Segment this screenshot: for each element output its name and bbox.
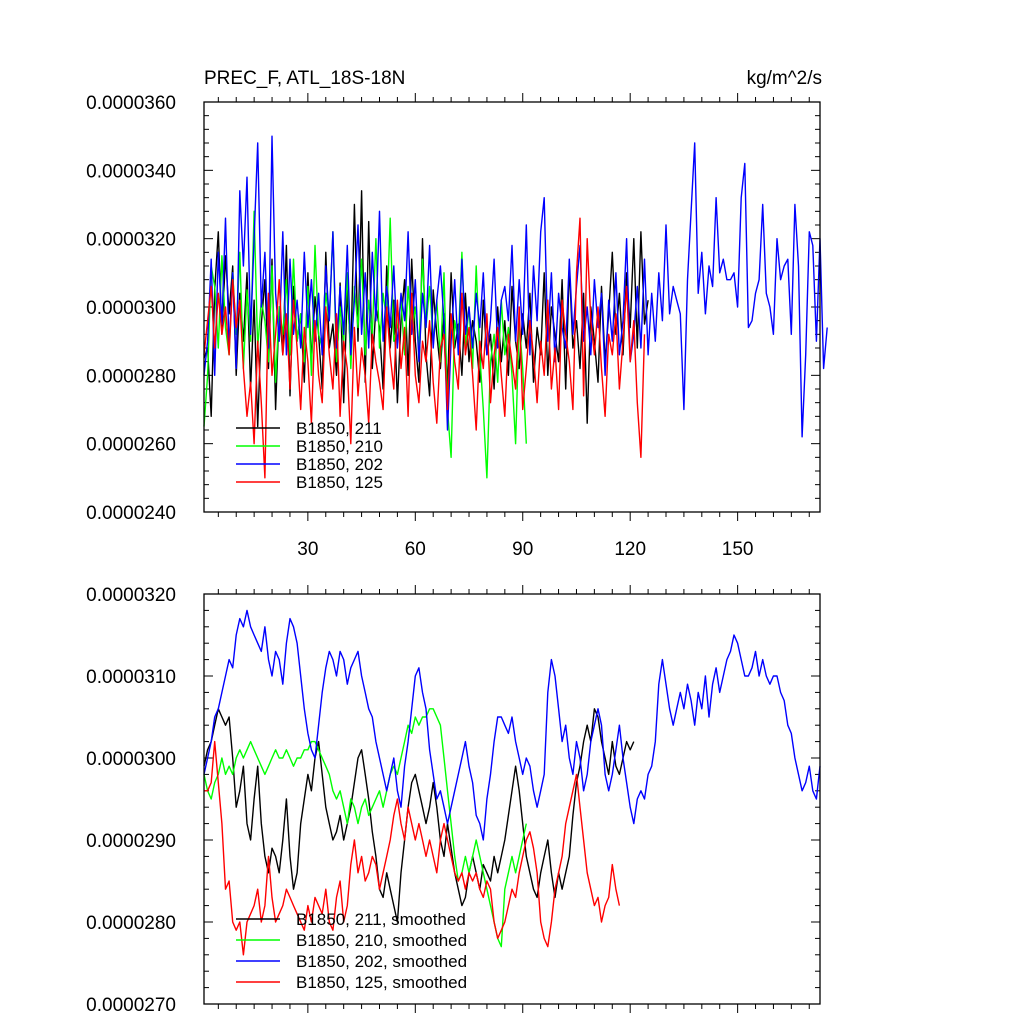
bottom-series-line-4 <box>204 740 621 956</box>
bottom-plot-frame <box>203 593 821 1005</box>
bottom-y-tick-label: 0.0000270 <box>86 995 176 1016</box>
top-x-tick-label: 90 <box>512 539 533 560</box>
bottom-y-tick-label: 0.0000320 <box>86 585 176 606</box>
top-y-tick-label: 0.0000320 <box>86 230 176 251</box>
top-legend-label-4: B1850, 125 <box>296 473 383 492</box>
bottom-series-line-3 <box>203 609 821 841</box>
top-title-left: PREC_F, ATL_18S-18N <box>204 68 405 89</box>
bottom-legend: B1850, 211, smoothed B1850, 210, smoothed… <box>236 910 467 992</box>
top-panel: PREC_F, ATL_18S-18N kg/m^2/s 0.00002400.… <box>86 68 828 560</box>
bottom-y-tick-label: 0.0000290 <box>86 831 176 852</box>
bottom-panel: 0.0000270 0.0000280 0.0000290 0.0000300 0.00… <box>86 585 821 1016</box>
top-y-tick-label: 0.0000240 <box>86 503 176 524</box>
top-y-tick-label: 0.0000360 <box>86 93 176 114</box>
top-x-tick-label: 30 <box>297 539 318 560</box>
top-y-tick-label: 0.0000260 <box>86 435 176 456</box>
bottom-series-line-1 <box>203 708 635 923</box>
top-y-tick-label: 0.0000280 <box>86 366 176 387</box>
top-series-group <box>203 135 828 479</box>
bottom-legend-label-3: B1850, 202, smoothed <box>296 952 467 971</box>
top-series-line-4 <box>203 217 646 479</box>
top-legend-label-3: B1850, 202 <box>296 455 383 474</box>
top-legend-label-1: B1850, 211 <box>296 419 382 438</box>
bottom-y-tick-label: 0.0000280 <box>86 913 176 934</box>
bottom-legend-label-4: B1850, 125, smoothed <box>296 973 467 992</box>
top-ticks: 0.0000240 0.0000260 0.0000280 0.0000300 0.00… <box>86 93 820 560</box>
bottom-series-group <box>203 609 821 956</box>
top-x-tick-label: 150 <box>722 539 754 560</box>
top-x-tick-label: 120 <box>614 539 646 560</box>
bottom-legend-label-2: B1850, 210, smoothed <box>296 931 467 950</box>
top-plot-frame <box>203 101 821 513</box>
top-y-tick-label: 0.0000300 <box>86 298 176 319</box>
top-y-tick-label: 0.0000340 <box>86 161 176 182</box>
top-legend-label-2: B1850, 210 <box>296 437 383 456</box>
bottom-series-line-2 <box>203 708 527 948</box>
top-title-right: kg/m^2/s <box>747 68 822 89</box>
top-series-line-3 <box>203 135 828 438</box>
bottom-y-tick-label: 0.0000300 <box>86 749 176 770</box>
bottom-y-tick-label: 0.0000310 <box>86 667 176 688</box>
top-x-tick-label: 60 <box>405 539 426 560</box>
bottom-legend-label-1: B1850, 211, smoothed <box>296 910 466 929</box>
